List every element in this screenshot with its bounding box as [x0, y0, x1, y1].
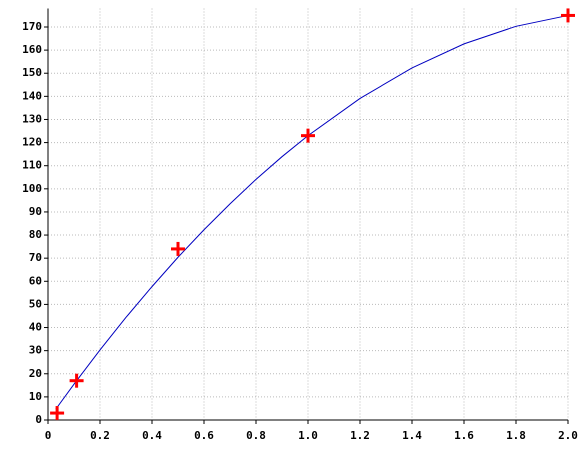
x-tick-label: 1.6	[454, 429, 474, 442]
x-tick-label: 1.2	[350, 429, 370, 442]
y-tick-label: 140	[22, 89, 42, 102]
y-tick-label: 0	[35, 413, 42, 426]
x-tick-label: 1.4	[402, 429, 422, 442]
x-tick-label: 0.8	[246, 429, 266, 442]
x-tick-label: 2.0	[558, 429, 578, 442]
x-tick-label: 0	[45, 429, 52, 442]
y-tick-label: 120	[22, 136, 42, 149]
y-tick-label: 170	[22, 20, 42, 33]
y-tick-label: 70	[29, 251, 42, 264]
fit-line	[55, 14, 569, 410]
y-tick-label: 130	[22, 112, 42, 125]
y-tick-label: 100	[22, 182, 42, 195]
x-tick-label: 1.0	[298, 429, 318, 442]
y-tick-label: 90	[29, 205, 42, 218]
y-tick-label: 110	[22, 159, 42, 172]
point	[301, 128, 315, 143]
point	[69, 373, 84, 388]
y-tick-label: 60	[29, 274, 42, 287]
point	[171, 241, 185, 256]
point	[50, 406, 65, 421]
y-tick-label: 40	[29, 321, 42, 334]
y-tick-label: 30	[29, 344, 42, 357]
x-tick-label: 0.6	[194, 429, 214, 442]
point	[561, 8, 575, 23]
x-tick-label: 0.2	[90, 429, 110, 442]
y-tick-label: 10	[29, 390, 42, 403]
y-tick-label: 80	[29, 228, 42, 241]
y-tick-label: 50	[29, 297, 42, 310]
x-tick-label: 0.4	[142, 429, 162, 442]
x-tick-label: 1.8	[506, 429, 526, 442]
y-tick-label: 160	[22, 43, 42, 56]
y-tick-label: 20	[29, 367, 42, 380]
y-tick-label: 150	[22, 66, 42, 79]
